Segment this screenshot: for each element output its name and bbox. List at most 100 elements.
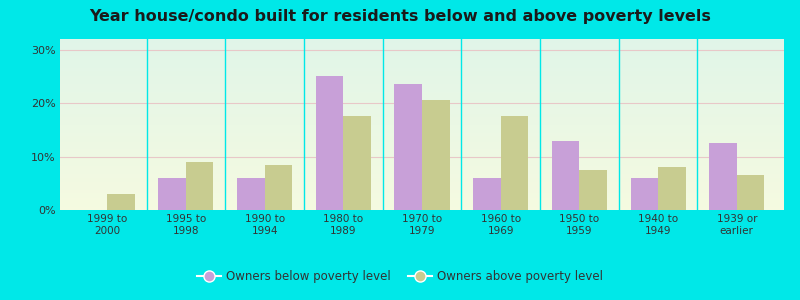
Bar <box>60 74 784 75</box>
Bar <box>60 49 784 50</box>
Bar <box>60 101 784 102</box>
Bar <box>60 103 784 104</box>
Bar <box>60 112 784 113</box>
Bar <box>60 138 784 139</box>
Bar <box>737 175 764 210</box>
Bar <box>60 102 784 103</box>
Bar <box>60 99 784 100</box>
Bar <box>60 198 784 199</box>
Bar <box>60 95 784 96</box>
Bar <box>60 80 784 81</box>
Bar <box>60 119 784 120</box>
Bar <box>60 142 784 143</box>
Bar <box>60 190 784 191</box>
Bar <box>394 84 422 210</box>
Bar <box>60 50 784 51</box>
Bar <box>60 122 784 123</box>
Bar <box>60 79 784 80</box>
Bar <box>60 107 784 108</box>
Bar <box>60 159 784 160</box>
Bar <box>60 81 784 82</box>
Bar <box>60 133 784 134</box>
Bar <box>60 160 784 161</box>
Bar <box>60 145 784 146</box>
Bar <box>60 187 784 188</box>
Bar <box>552 140 579 210</box>
Bar <box>60 62 784 63</box>
Bar <box>60 60 784 61</box>
Bar <box>60 177 784 178</box>
Bar <box>60 189 784 190</box>
Bar <box>60 196 784 197</box>
Bar <box>60 98 784 99</box>
Bar <box>60 178 784 179</box>
Bar <box>60 117 784 118</box>
Bar <box>60 139 784 140</box>
Bar <box>60 64 784 65</box>
Bar <box>60 205 784 206</box>
Bar <box>60 167 784 168</box>
Bar <box>60 65 784 66</box>
Bar <box>60 154 784 155</box>
Bar <box>60 208 784 209</box>
Bar <box>60 88 784 89</box>
Bar <box>60 174 784 175</box>
Bar <box>60 63 784 64</box>
Bar <box>60 152 784 153</box>
Bar <box>60 93 784 94</box>
Bar <box>60 67 784 68</box>
Legend: Owners below poverty level, Owners above poverty level: Owners below poverty level, Owners above… <box>193 266 607 288</box>
Bar <box>60 59 784 60</box>
Bar <box>60 111 784 112</box>
Bar <box>60 100 784 101</box>
Bar <box>60 96 784 97</box>
Bar <box>60 43 784 44</box>
Bar <box>422 100 450 210</box>
Bar <box>60 199 784 200</box>
Bar <box>60 162 784 163</box>
Bar <box>60 132 784 133</box>
Bar <box>630 178 658 210</box>
Bar <box>60 57 784 58</box>
Bar <box>60 140 784 141</box>
Bar <box>60 124 784 125</box>
Bar <box>60 175 784 176</box>
Bar <box>60 157 784 158</box>
Bar <box>60 183 784 184</box>
Bar <box>60 56 784 57</box>
Bar <box>60 77 784 78</box>
Bar <box>60 44 784 45</box>
Bar <box>60 176 784 177</box>
Bar <box>60 58 784 59</box>
Bar <box>60 195 784 196</box>
Bar <box>60 87 784 88</box>
Bar <box>60 130 784 131</box>
Bar <box>60 73 784 74</box>
Bar <box>60 148 784 149</box>
Bar <box>710 143 737 210</box>
Bar <box>60 185 784 186</box>
Bar <box>60 51 784 52</box>
Bar <box>60 126 784 127</box>
Bar <box>60 184 784 185</box>
Bar <box>60 86 784 87</box>
Bar <box>60 165 784 166</box>
Bar <box>60 106 784 107</box>
Bar <box>60 141 784 142</box>
Bar <box>60 204 784 205</box>
Bar <box>186 162 214 210</box>
Bar <box>60 116 784 117</box>
Bar <box>60 186 784 187</box>
Bar <box>60 55 784 56</box>
Bar <box>60 39 784 40</box>
Bar <box>658 167 686 210</box>
Bar <box>60 71 784 72</box>
Bar <box>60 161 784 162</box>
Bar <box>60 104 784 105</box>
Bar <box>237 178 265 210</box>
Bar <box>158 178 186 210</box>
Bar <box>60 68 784 69</box>
Bar <box>60 151 784 152</box>
Bar <box>60 108 784 109</box>
Bar <box>60 69 784 70</box>
